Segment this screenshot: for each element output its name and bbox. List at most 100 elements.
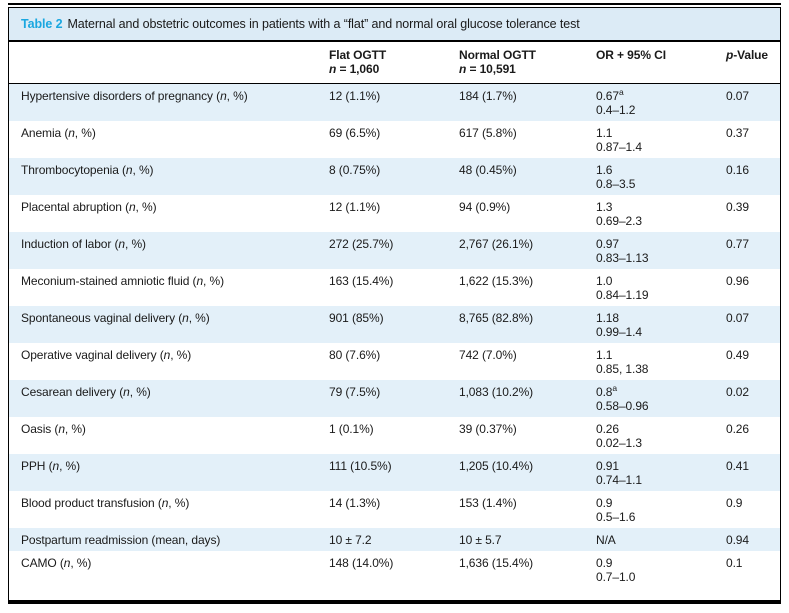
table-row: Hypertensive disorders of pregnancy (n, …	[9, 84, 780, 121]
outcome-cell: PPH (n, %)	[21, 459, 81, 473]
table-row: Placental abruption (n, %) 12 (1.1%) 94 (0…	[9, 195, 780, 232]
table-row: CAMO (n, %) 148 (14.0%) 1,636 (15.4%) 0.9 0.…	[9, 551, 780, 600]
column-header-normal-ogtt-title: Normal OGTT	[459, 48, 536, 62]
p-value-cell: 0.41	[726, 459, 749, 473]
outcome-cell: Oasis (n, %)	[21, 422, 86, 436]
ci-value: 0.4–1.2	[596, 103, 636, 117]
p-value-cell: 0.07	[726, 311, 749, 325]
flat-ogtt-value-cell: 901 (85%)	[329, 311, 384, 325]
or-ci-cell: 1.0 0.84–1.19	[596, 274, 726, 302]
ci-value: 0.58–0.96	[596, 399, 649, 413]
or-value: 1.18	[596, 311, 619, 325]
flat-ogtt-value-cell: 1 (0.1%)	[329, 422, 374, 436]
outcome-cell: Meconium-stained amniotic fluid (n, %)	[21, 274, 224, 288]
column-header-normal-ogtt-n: n = 10,591	[459, 62, 516, 76]
ci-value: 0.02–1.3	[596, 436, 642, 450]
normal-ogtt-value-cell: 1,622 (15.3%)	[459, 274, 534, 288]
normal-ogtt-value-cell: 1,205 (10.4%)	[459, 459, 534, 473]
ci-value: 0.5–1.6	[596, 510, 636, 524]
flat-ogtt-value-cell: 80 (7.6%)	[329, 348, 381, 362]
column-header-flat-ogtt-n: n = 1,060	[329, 62, 380, 76]
or-value: 0.26	[596, 422, 619, 436]
p-value-cell: 0.26	[726, 422, 749, 436]
or-ci-cell: 1.1 0.87–1.4	[596, 126, 726, 154]
table-header-row: Flat OGTT n = 1,060 Normal OGTT n = 10,5…	[9, 42, 780, 84]
or-value: 1.3	[596, 200, 613, 214]
table-top-rule	[8, 3, 781, 5]
normal-ogtt-value-cell: 94 (0.9%)	[459, 200, 511, 214]
or-ci-cell: 0.67a 0.4–1.2	[596, 87, 726, 117]
table-row: Postpartum readmission (mean, days) 10 ± …	[9, 528, 780, 551]
or-value: 0.91	[596, 459, 619, 473]
normal-ogtt-value-cell: 48 (0.45%)	[459, 163, 517, 177]
or-value: 1.1	[596, 126, 613, 140]
table-row: Meconium-stained amniotic fluid (n, %) 16…	[9, 269, 780, 306]
or-ci-cell: 1.18 0.99–1.4	[596, 311, 726, 339]
normal-ogtt-value-cell: 2,767 (26.1%)	[459, 237, 534, 251]
flat-ogtt-value-cell: 148 (14.0%)	[329, 556, 394, 570]
p-value-cell: 0.37	[726, 126, 749, 140]
outcome-cell: Operative vaginal delivery (n, %)	[21, 348, 192, 362]
outcome-cell: Blood product transfusion (n, %)	[21, 496, 190, 510]
normal-ogtt-value-cell: 39 (0.37%)	[459, 422, 517, 436]
or-ci-cell: 0.8a 0.58–0.96	[596, 384, 726, 413]
outcome-cell: Placental abruption (n, %)	[21, 200, 157, 214]
column-header-outcome	[9, 48, 329, 76]
or-value: 1.1	[596, 348, 613, 362]
table-row: Induction of labor (n, %) 272 (25.7%) 2,76…	[9, 232, 780, 269]
column-header-p-value: p-Value	[726, 48, 768, 62]
or-ci-cell: 1.6 0.8–3.5	[596, 163, 726, 191]
column-header-or-ci: OR + 95% CI	[596, 48, 666, 62]
flat-ogtt-value-cell: 8 (0.75%)	[329, 163, 381, 177]
outcome-cell: CAMO (n, %)	[21, 556, 92, 570]
ci-value: 0.83–1.13	[596, 251, 649, 265]
journal-table: Table 2 Maternal and obstetric outcomes i…	[8, 3, 781, 604]
normal-ogtt-value-cell: 8,765 (82.8%)	[459, 311, 534, 325]
table-body: Hypertensive disorders of pregnancy (n, …	[9, 84, 780, 600]
p-value-cell: 0.39	[726, 200, 749, 214]
or-ci-cell: 0.9 0.5–1.6	[596, 496, 726, 524]
table-row: Blood product transfusion (n, %) 14 (1.3%…	[9, 491, 780, 528]
flat-ogtt-value-cell: 14 (1.3%)	[329, 496, 381, 510]
or-value: 0.67a	[596, 87, 624, 103]
outcome-cell: Induction of labor (n, %)	[21, 237, 146, 251]
p-value-cell: 0.49	[726, 348, 749, 362]
flat-ogtt-value-cell: 163 (15.4%)	[329, 274, 394, 288]
flat-ogtt-value-cell: 69 (6.5%)	[329, 126, 381, 140]
flat-ogtt-value-cell: 12 (1.1%)	[329, 89, 381, 103]
flat-ogtt-value-cell: 12 (1.1%)	[329, 200, 381, 214]
or-value: N/A	[596, 533, 616, 547]
or-value: 0.97	[596, 237, 619, 251]
or-value: 1.0	[596, 274, 613, 288]
or-ci-cell: 1.3 0.69–2.3	[596, 200, 726, 228]
table-frame: Table 2 Maternal and obstetric outcomes i…	[8, 7, 781, 604]
table-caption-label: Table 2	[21, 17, 63, 31]
normal-ogtt-value-cell: 742 (7.0%)	[459, 348, 517, 362]
outcome-cell: Spontaneous vaginal delivery (n, %)	[21, 311, 210, 325]
table-caption-text: Maternal and obstetric outcomes in patie…	[67, 17, 580, 31]
table-row: PPH (n, %) 111 (10.5%) 1,205 (10.4%) 0.91 0.…	[9, 454, 780, 491]
table-row: Cesarean delivery (n, %) 79 (7.5%) 1,083 (…	[9, 380, 780, 417]
normal-ogtt-value-cell: 617 (5.8%)	[459, 126, 517, 140]
normal-ogtt-value-cell: 153 (1.4%)	[459, 496, 517, 510]
flat-ogtt-value-cell: 10 ± 7.2	[329, 533, 372, 547]
normal-ogtt-value-cell: 184 (1.7%)	[459, 89, 517, 103]
ci-value: 0.99–1.4	[596, 325, 642, 339]
or-value: 1.6	[596, 163, 613, 177]
p-value-cell: 0.94	[726, 533, 749, 547]
p-value-cell: 0.07	[726, 89, 749, 103]
flat-ogtt-value-cell: 111 (10.5%)	[329, 459, 392, 473]
column-header-flat-ogtt: Flat OGTT n = 1,060	[329, 48, 459, 76]
or-ci-cell: N/A	[596, 533, 726, 547]
flat-ogtt-value-cell: 272 (25.7%)	[329, 237, 394, 251]
or-value: 0.9	[596, 496, 613, 510]
p-value-cell: 0.96	[726, 274, 749, 288]
normal-ogtt-value-cell: 1,636 (15.4%)	[459, 556, 534, 570]
outcome-cell: Postpartum readmission (mean, days)	[21, 533, 221, 547]
column-header-flat-ogtt-title: Flat OGTT	[329, 48, 387, 62]
outcome-cell: Hypertensive disorders of pregnancy (n, …	[21, 89, 248, 103]
table-row: Operative vaginal delivery (n, %) 80 (7.6…	[9, 343, 780, 380]
or-value: 0.9	[596, 556, 613, 570]
table-row: Anemia (n, %) 69 (6.5%) 617 (5.8%) 1.1 0.87–…	[9, 121, 780, 158]
normal-ogtt-value-cell: 1,083 (10.2%)	[459, 385, 534, 399]
